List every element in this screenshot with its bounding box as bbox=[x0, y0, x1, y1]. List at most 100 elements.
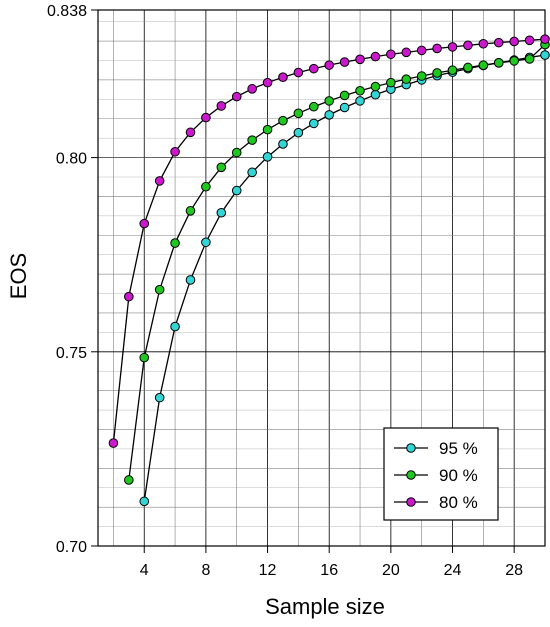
data-point bbox=[185, 206, 196, 216]
data-point bbox=[247, 135, 257, 145]
x-tick-label: 8 bbox=[201, 562, 210, 579]
data-point bbox=[124, 291, 134, 302]
data-point bbox=[540, 34, 550, 44]
data-point bbox=[416, 71, 427, 81]
data-point bbox=[308, 101, 319, 112]
data-point bbox=[247, 84, 257, 94]
data-point bbox=[293, 127, 304, 138]
data-point bbox=[139, 496, 150, 507]
data-point bbox=[540, 50, 550, 60]
data-point bbox=[231, 185, 242, 196]
data-point bbox=[386, 77, 396, 88]
data-point bbox=[154, 392, 165, 403]
data-point bbox=[201, 237, 211, 248]
data-point bbox=[216, 162, 227, 173]
data-point bbox=[401, 74, 412, 84]
data-point bbox=[201, 112, 211, 123]
legend-marker bbox=[406, 497, 416, 507]
data-point bbox=[324, 96, 335, 106]
legend-label: 95 % bbox=[439, 439, 478, 458]
legend-label: 90 % bbox=[439, 466, 478, 485]
data-point bbox=[524, 54, 535, 64]
y-tick-label: 0.838 bbox=[47, 3, 87, 20]
y-axis-label: EOS bbox=[6, 253, 31, 299]
data-point bbox=[185, 127, 196, 138]
data-point bbox=[493, 58, 504, 68]
data-point bbox=[386, 49, 396, 60]
data-point bbox=[170, 238, 180, 248]
data-point bbox=[355, 96, 365, 106]
x-tick-label: 12 bbox=[259, 562, 277, 579]
legend-box bbox=[383, 427, 499, 521]
data-point bbox=[216, 101, 227, 111]
data-point bbox=[401, 47, 412, 58]
data-point bbox=[308, 118, 319, 129]
data-point bbox=[478, 60, 489, 70]
data-point bbox=[447, 65, 458, 76]
x-tick-label: 28 bbox=[505, 562, 523, 579]
legend-marker bbox=[406, 470, 416, 480]
data-point bbox=[170, 321, 180, 332]
x-tick-label: 16 bbox=[320, 562, 338, 579]
data-point bbox=[231, 147, 242, 158]
x-tick-label: 4 bbox=[140, 562, 149, 579]
data-point bbox=[478, 38, 489, 49]
legend-label: 80 % bbox=[439, 493, 478, 512]
data-point bbox=[231, 91, 242, 102]
data-point bbox=[324, 110, 335, 120]
series-group bbox=[108, 34, 550, 507]
data-point bbox=[416, 45, 427, 56]
data-point bbox=[324, 60, 335, 70]
y-tick-label: 0.80 bbox=[56, 151, 87, 168]
data-point bbox=[370, 81, 381, 92]
data-point bbox=[432, 68, 442, 78]
plot-frame bbox=[97, 9, 546, 547]
data-point bbox=[339, 57, 350, 67]
series-80-percent bbox=[108, 34, 550, 448]
data-point bbox=[293, 67, 304, 78]
x-axis-label: Sample size bbox=[265, 594, 385, 619]
x-tick-label: 20 bbox=[382, 562, 400, 579]
data-point bbox=[339, 90, 350, 101]
data-point bbox=[262, 152, 273, 162]
data-point bbox=[463, 40, 473, 51]
data-point bbox=[370, 89, 381, 100]
series-line bbox=[128, 44, 546, 481]
data-point bbox=[355, 85, 365, 96]
legend: 95 % 90 % 80 % bbox=[383, 427, 499, 521]
data-point bbox=[124, 475, 134, 485]
data-point bbox=[262, 124, 273, 135]
data-point bbox=[201, 181, 211, 192]
x-tick-label: 24 bbox=[444, 562, 462, 579]
data-point bbox=[509, 36, 519, 47]
data-point bbox=[278, 139, 288, 149]
data-point bbox=[293, 108, 304, 119]
data-point bbox=[185, 275, 196, 285]
data-point bbox=[139, 352, 150, 363]
data-point bbox=[370, 51, 381, 62]
data-point bbox=[447, 42, 458, 52]
data-point bbox=[278, 72, 288, 82]
data-point bbox=[247, 167, 257, 178]
data-point bbox=[170, 146, 180, 157]
series-90-percent bbox=[124, 39, 550, 485]
data-point bbox=[432, 43, 442, 54]
data-point bbox=[154, 284, 165, 295]
data-point bbox=[524, 35, 535, 46]
data-point bbox=[262, 77, 273, 88]
data-point bbox=[339, 102, 350, 113]
data-point bbox=[463, 62, 473, 73]
y-tick-label: 0.75 bbox=[56, 345, 87, 362]
data-point bbox=[509, 56, 519, 66]
data-point bbox=[278, 115, 288, 126]
data-point bbox=[355, 54, 365, 65]
axes: 4 8 12 16 20 24 28 0.70 0.75 0.80 0.838 bbox=[47, 3, 546, 579]
data-point bbox=[493, 37, 504, 48]
data-point bbox=[108, 438, 119, 448]
legend-marker bbox=[406, 443, 416, 453]
data-point bbox=[154, 176, 165, 186]
y-tick-label: 0.70 bbox=[56, 539, 87, 556]
data-point bbox=[308, 63, 319, 74]
